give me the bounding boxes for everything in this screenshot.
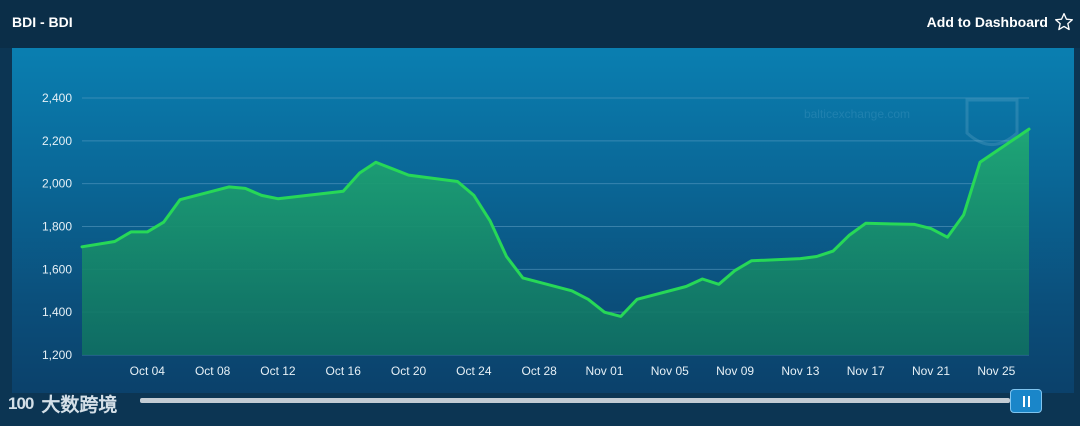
logo-text: 大数跨境 bbox=[41, 394, 118, 416]
y-axis-ticks: 1,200 1,400 1,600 1,800 2,000 2,200 2,400 bbox=[42, 91, 72, 362]
chart-header: BDI - BDI Add to Dashboard bbox=[0, 0, 1080, 48]
range-slider-track[interactable] bbox=[140, 398, 1010, 403]
y-tick-label: 1,200 bbox=[42, 348, 72, 362]
x-tick-label: Nov 13 bbox=[781, 364, 819, 378]
y-tick-label: 2,400 bbox=[42, 91, 72, 105]
y-tick-label: 1,400 bbox=[42, 305, 72, 319]
chart-panel: balticexchange.com 1,200 1,400 1,600 1,800 2… bbox=[12, 48, 1074, 393]
range-slider-handle[interactable] bbox=[1010, 389, 1042, 413]
x-tick-label: Oct 04 bbox=[130, 364, 166, 378]
x-tick-label: Oct 08 bbox=[195, 364, 231, 378]
add-to-dashboard-button[interactable]: Add to Dashboard bbox=[927, 12, 1074, 32]
logo-mark: 100 bbox=[8, 393, 34, 413]
series-line-bdi bbox=[80, 127, 1031, 318]
area-fill bbox=[82, 129, 1029, 355]
x-tick-label: Oct 20 bbox=[391, 364, 427, 378]
x-tick-label: Oct 24 bbox=[456, 364, 492, 378]
brand-logo: 100 大数跨境 bbox=[8, 390, 117, 417]
star-icon[interactable] bbox=[1054, 12, 1074, 32]
x-tick-label: Nov 09 bbox=[716, 364, 754, 378]
x-tick-label: Nov 05 bbox=[651, 364, 689, 378]
baltic-exchange-watermark: balticexchange.com bbox=[804, 98, 1019, 146]
y-tick-label: 2,000 bbox=[42, 177, 72, 191]
x-tick-label: Oct 16 bbox=[326, 364, 362, 378]
x-tick-label: Nov 25 bbox=[977, 364, 1015, 378]
x-tick-label: Oct 28 bbox=[521, 364, 557, 378]
bdi-area-chart: balticexchange.com 1,200 1,400 1,600 1,800 2… bbox=[42, 91, 1031, 378]
chart-title: BDI - BDI bbox=[12, 14, 73, 30]
add-to-dashboard-label: Add to Dashboard bbox=[926, 14, 1048, 30]
watermark-site: balticexchange.com bbox=[804, 107, 910, 121]
y-tick-label: 2,200 bbox=[42, 134, 72, 148]
x-tick-label: Nov 17 bbox=[847, 364, 885, 378]
x-tick-label: Oct 12 bbox=[260, 364, 296, 378]
x-tick-label: Nov 01 bbox=[585, 364, 623, 378]
x-tick-label: Nov 21 bbox=[912, 364, 950, 378]
watermark-crest-icon bbox=[965, 98, 1019, 146]
y-tick-label: 1,800 bbox=[42, 220, 72, 234]
y-tick-label: 1,600 bbox=[42, 262, 72, 276]
x-axis-ticks: Oct 04 Oct 08 Oct 12 Oct 16 Oct 20 Oct 24 Oct … bbox=[130, 364, 1016, 378]
